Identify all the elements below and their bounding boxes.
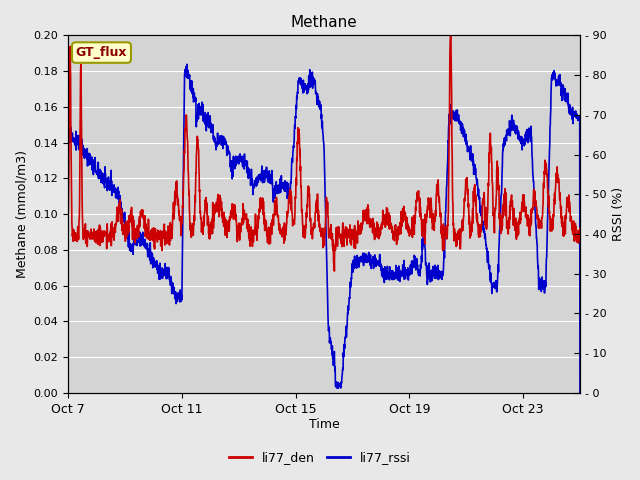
li77_rssi bbox=[90, 168, 98, 174]
li77_rssi bbox=[561, 86, 569, 92]
Text: GT_flux: GT_flux bbox=[76, 46, 127, 59]
li77_den bbox=[330, 268, 338, 274]
li77_den bbox=[468, 219, 476, 225]
li77_rssi bbox=[468, 151, 476, 156]
li77_rssi bbox=[576, 390, 584, 396]
Y-axis label: RSSI (%): RSSI (%) bbox=[612, 187, 625, 241]
li77_den bbox=[90, 230, 98, 236]
Line: li77_den: li77_den bbox=[68, 26, 580, 271]
Y-axis label: Methane (mmol/m3): Methane (mmol/m3) bbox=[15, 150, 28, 278]
li77_den bbox=[561, 231, 569, 237]
li77_rssi bbox=[300, 83, 307, 89]
li77_den bbox=[300, 234, 307, 240]
li77_den bbox=[64, 212, 72, 217]
li77_rssi bbox=[64, 133, 72, 139]
Line: li77_rssi: li77_rssi bbox=[68, 64, 580, 393]
li77_den bbox=[447, 24, 454, 29]
li77_rssi bbox=[183, 61, 191, 67]
li77_den bbox=[576, 225, 584, 231]
li77_den bbox=[313, 202, 321, 207]
Legend: li77_den, li77_rssi: li77_den, li77_rssi bbox=[225, 446, 415, 469]
li77_rssi bbox=[314, 91, 321, 97]
X-axis label: Time: Time bbox=[308, 419, 339, 432]
Title: Methane: Methane bbox=[291, 15, 357, 30]
li77_den bbox=[562, 212, 570, 218]
li77_rssi bbox=[561, 93, 569, 98]
